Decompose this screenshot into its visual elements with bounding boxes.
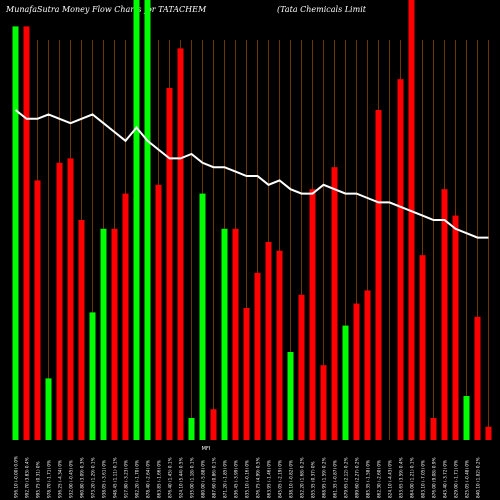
x-tick-label: 932.00 (-0.45) 0%	[69, 460, 74, 498]
bar-down	[298, 294, 305, 440]
bar-up	[144, 0, 151, 440]
x-tick-label: 843.40 (-3.72) 0%	[443, 460, 448, 498]
bar-up	[463, 396, 470, 440]
x-tick-label: 995.75 (0.31) 0%	[36, 461, 41, 498]
bar-up	[188, 418, 195, 440]
x-tick-label: 838.10 (-0.82) 0%	[289, 460, 294, 498]
x-tick-label: 876.00 (9.08) 0.9%	[432, 457, 437, 498]
x-tick-label: 978.70 (-1.71) 0%	[47, 460, 52, 498]
bar-up	[12, 26, 19, 441]
bar-down	[265, 242, 272, 440]
x-axis-labels: 956.10 (-0.00) 0.0% 992.70 (3.83) 0.4% 995…	[14, 456, 481, 498]
bar-down	[243, 308, 250, 440]
bar-down	[254, 272, 261, 440]
x-tick-label: 835.10 (-0.16) 0%	[245, 460, 250, 498]
bar-down	[419, 255, 426, 440]
bar-down	[122, 193, 129, 440]
bar-down	[210, 409, 217, 440]
x-tick-label: 992.70 (3.83) 0.4%	[25, 457, 30, 498]
x-tick-label: 829.00 (-1.71) 0%	[454, 460, 459, 498]
x-tick-label: 855.35 (0.37) 0%	[311, 461, 316, 498]
bar-down	[67, 158, 74, 440]
mfi-line	[14, 109, 489, 239]
x-tick-label: 960.80 (3.09) 0.3%	[80, 457, 85, 498]
chart-title: MunafaSutra Money Flow Charts for TATACH…	[6, 5, 207, 14]
x-tick-label: 862.30 (-2.60) 0%	[377, 460, 382, 498]
x-tick-label: 902.20 (-1.70) 0%	[135, 460, 140, 498]
x-tick-label: 852.20 (1.68) 0.2%	[300, 457, 305, 498]
x-tick-label: 824.10 (-4.43) 0%	[388, 460, 393, 498]
x-tick-label: 836.45 (-3.99) 0%	[234, 460, 239, 498]
bar-down	[441, 189, 448, 440]
x-tick-label: 840.10 (1.82) 0.2%	[476, 457, 481, 498]
x-tick-label: 864.00 (1.21) 0.1%	[410, 457, 415, 498]
bar-up	[133, 0, 140, 440]
bar-up	[45, 378, 52, 440]
x-tick-label: 876.75 (4.99) 0.5%	[256, 457, 261, 498]
x-tick-label: 845.05 (-2.19) 0%	[278, 460, 283, 498]
x-tick-label: 861.35 (-0.87) 0%	[333, 460, 338, 498]
bar-down	[331, 167, 338, 440]
bar-down	[397, 79, 404, 440]
bar-up	[342, 325, 349, 440]
x-tick-label: 956.10 (-0.00) 0.0%	[14, 456, 19, 498]
bar-up	[287, 352, 294, 440]
x-tick-label: 924.10 (5.44) 0.5%	[179, 457, 184, 498]
mfi-label: MFI	[202, 446, 211, 452]
x-tick-label: 887.60 (0.86) 0.1%	[212, 457, 217, 498]
bar-down	[430, 418, 437, 440]
bar-down	[353, 303, 360, 440]
bar-down	[155, 184, 162, 440]
grid-lines	[15, 40, 489, 440]
x-tick-label: 879.65 (2.12) 0.2%	[344, 457, 349, 498]
bar-down	[276, 250, 283, 440]
chart-subtitle: (Tata Chemicals Limit	[277, 5, 366, 14]
x-tick-label: 973.20 (1.29) 0.1%	[91, 457, 96, 498]
bars	[12, 0, 492, 441]
bar-down	[364, 290, 371, 440]
mfi-line-group	[14, 109, 489, 239]
bar-down	[78, 220, 85, 440]
bar-down	[408, 0, 415, 440]
bar-down	[34, 180, 41, 440]
bar-down	[166, 88, 173, 440]
x-tick-label: 899.60 (2.27) 0.2%	[355, 457, 360, 498]
x-tick-label: 853.65 (3.59) 0.4%	[399, 457, 404, 498]
bar-down	[23, 26, 30, 441]
x-tick-label: 863.95 (-1.46) 0%	[267, 460, 272, 498]
bar-down	[485, 426, 492, 440]
x-tick-label: 871.20 (-1.85) 0%	[223, 460, 228, 498]
bar-down	[232, 228, 239, 440]
x-tick-label: 868.95 (1.59) 0.2%	[322, 457, 327, 498]
x-tick-label: 825.05 (-0.48) 0%	[465, 460, 470, 498]
x-tick-label: 863.85 (-1.66) 0%	[157, 460, 162, 498]
bar-up	[199, 193, 206, 440]
x-tick-label: 935.00 (1.18) 0.1%	[190, 457, 195, 498]
bar-down	[320, 365, 327, 440]
x-tick-label: 917.80 (-3.23) 0%	[124, 460, 129, 498]
x-tick-label: 948.45 (1.11) 0.1%	[113, 457, 118, 498]
bar-down	[177, 48, 184, 441]
x-tick-label: 878.40 (-2.64) 0%	[146, 460, 151, 498]
bar-down	[375, 110, 382, 440]
bar-down	[474, 316, 481, 440]
x-tick-label: 936.25 (-4.34) 0%	[58, 460, 63, 498]
bar-up	[221, 228, 228, 440]
bar-down	[452, 215, 459, 440]
x-tick-label: 938.05 (-3.61) 0%	[102, 460, 107, 498]
bar-up	[100, 228, 107, 440]
x-tick-label: 880.00 (-5.88) 0%	[201, 460, 206, 498]
bar-down	[56, 162, 63, 441]
x-tick-label: 803.10 (-7.05) 0%	[421, 460, 426, 498]
bar-up	[89, 312, 96, 440]
x-tick-label: 876.40 (1.45) 0.1%	[168, 457, 173, 498]
bar-down	[309, 189, 316, 440]
bar-down	[111, 228, 118, 440]
x-tick-label: 885.35 (-1.58) 0%	[366, 460, 371, 498]
